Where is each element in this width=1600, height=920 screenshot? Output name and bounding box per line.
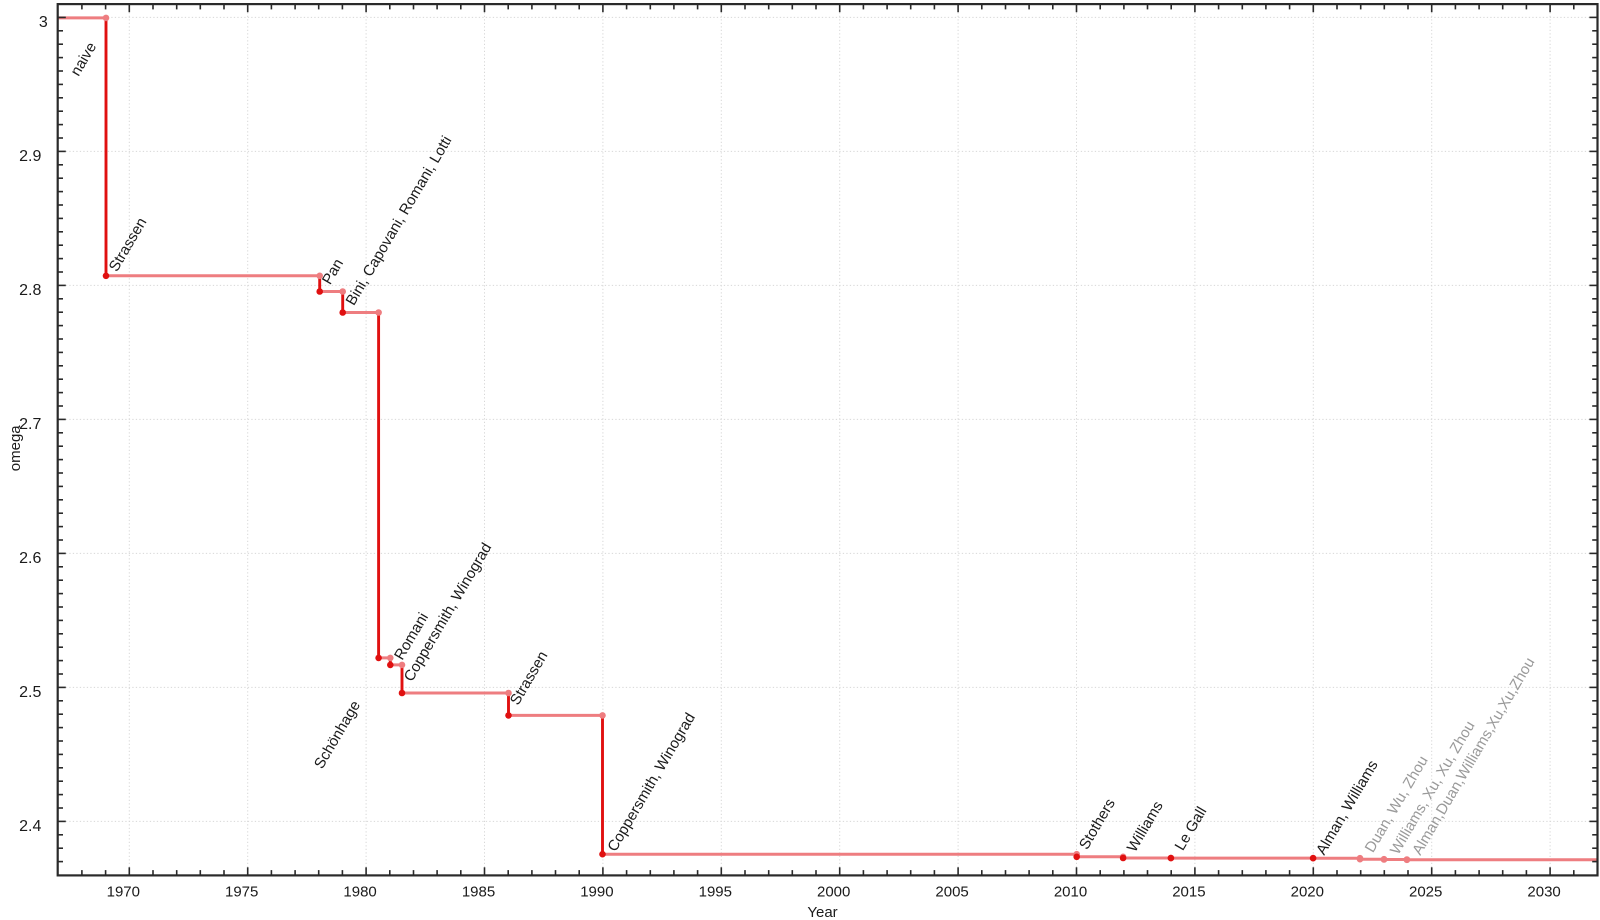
svg-text:2020: 2020 bbox=[1291, 883, 1324, 900]
svg-text:2.4: 2.4 bbox=[19, 818, 41, 835]
svg-text:2010: 2010 bbox=[1054, 883, 1087, 900]
svg-text:2015: 2015 bbox=[1172, 883, 1205, 900]
svg-text:omega: omega bbox=[7, 425, 24, 472]
svg-text:Year: Year bbox=[807, 904, 837, 920]
svg-text:2030: 2030 bbox=[1527, 883, 1560, 900]
svg-text:2.8: 2.8 bbox=[19, 282, 41, 299]
svg-text:2.6: 2.6 bbox=[19, 550, 41, 567]
svg-text:2.9: 2.9 bbox=[19, 148, 41, 165]
svg-text:2.7: 2.7 bbox=[19, 416, 41, 433]
svg-text:1970: 1970 bbox=[107, 883, 140, 900]
svg-text:1975: 1975 bbox=[225, 883, 258, 900]
svg-text:2005: 2005 bbox=[935, 883, 968, 900]
svg-text:3: 3 bbox=[39, 14, 48, 31]
svg-text:2025: 2025 bbox=[1409, 883, 1442, 900]
svg-text:1985: 1985 bbox=[462, 883, 495, 900]
svg-text:1980: 1980 bbox=[343, 883, 376, 900]
svg-text:1995: 1995 bbox=[699, 883, 732, 900]
svg-text:2.5: 2.5 bbox=[19, 684, 41, 701]
svg-text:2000: 2000 bbox=[817, 883, 850, 900]
svg-text:1990: 1990 bbox=[580, 883, 613, 900]
